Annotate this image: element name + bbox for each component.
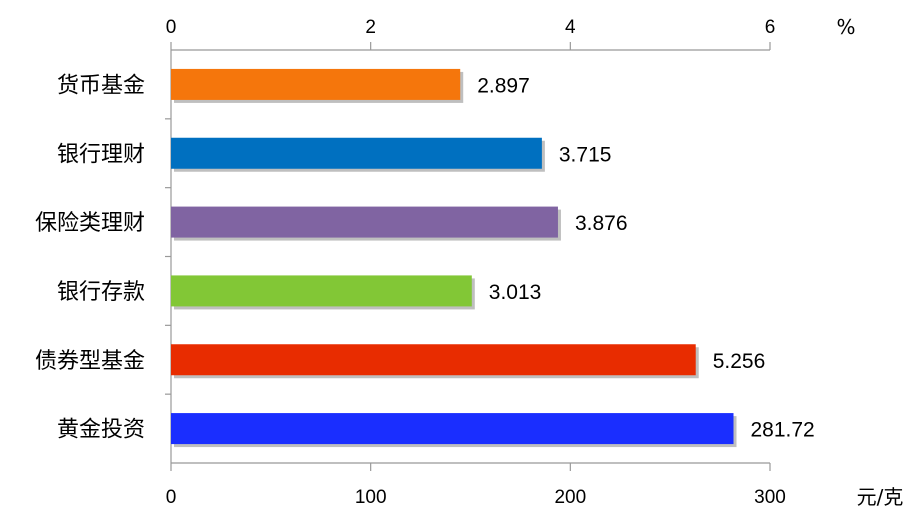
data-label: 3.876 <box>575 212 628 235</box>
bar <box>171 413 734 445</box>
bottom-tick-label: 0 <box>166 487 177 508</box>
bars: 2.897 3.715 3.876 3.013 5.256 281.72 <box>171 68 815 448</box>
bottom-tick-label: 100 <box>355 487 387 508</box>
data-label: 2.897 <box>477 74 530 97</box>
category-label: 债券型基金 <box>35 349 145 374</box>
bottom-axis-unit: 元/克 <box>857 485 904 509</box>
category-label: 保险类理财 <box>35 211 145 236</box>
category-label: 银行理财 <box>57 142 145 167</box>
bottom-tick-label: 300 <box>754 487 786 508</box>
top-tick-label: 2 <box>365 17 376 38</box>
data-label: 5.256 <box>713 350 766 373</box>
data-label: 3.715 <box>559 143 612 166</box>
bar <box>171 206 558 238</box>
bottom-axis: 0 100 200 300 元/克 <box>166 462 904 509</box>
category-label: 货币基金 <box>57 73 145 98</box>
top-axis: 0 2 4 6% <box>166 15 856 51</box>
data-label: 281.72 <box>751 419 815 442</box>
bottom-tick-label: 200 <box>554 487 586 508</box>
bar <box>171 275 472 307</box>
bar <box>171 137 542 169</box>
data-label: 3.013 <box>489 281 542 304</box>
category-label: 黄金投资 <box>57 418 145 443</box>
category-label: 银行存款 <box>57 280 145 305</box>
top-tick-label: 4 <box>565 17 576 38</box>
bar <box>171 344 696 376</box>
top-axis-unit: % <box>836 15 855 39</box>
top-tick-label: 6 <box>765 17 776 38</box>
top-tick-label: 0 <box>166 17 177 38</box>
bar <box>171 68 461 100</box>
